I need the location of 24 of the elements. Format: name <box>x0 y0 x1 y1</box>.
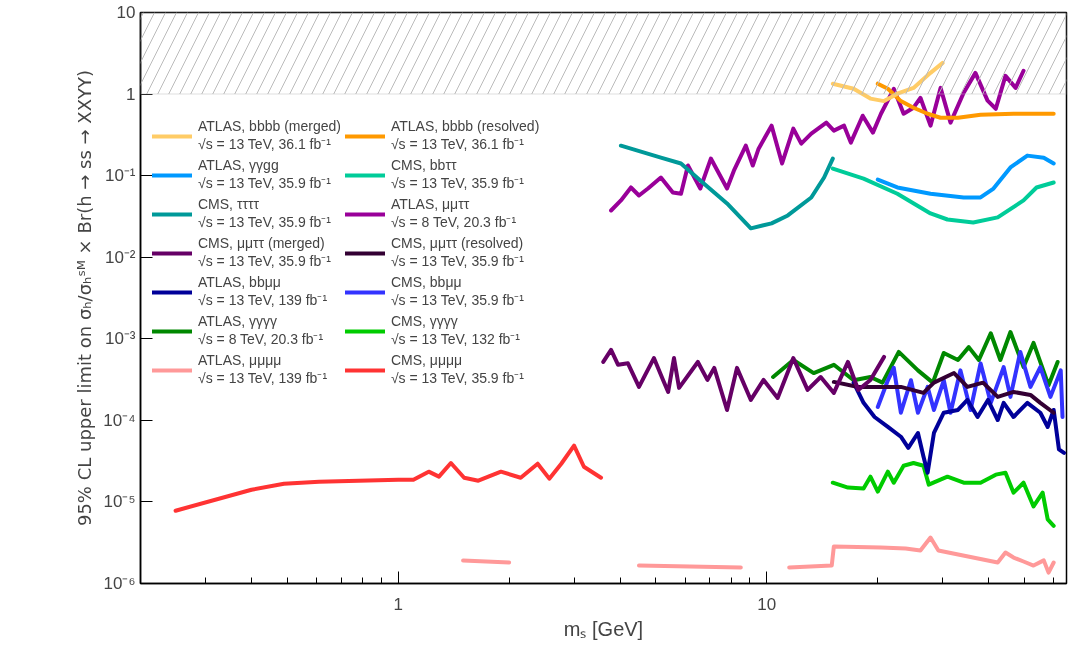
legend-label: ATLAS, μμττ √s = 8 TeV, 20.3 fb⁻¹ <box>390 196 517 231</box>
legend-label: ATLAS, bbbb (merged) √s = 13 TeV, 36.1 fb⁻¹ <box>198 118 341 153</box>
y-tick-label: 10⁻¹ <box>104 166 136 186</box>
legend-label: CMS, ττττ √s = 13 TeV, 35.9 fb⁻¹ <box>198 196 331 231</box>
y-tick-label: 10⁻⁶ <box>103 574 136 593</box>
y-tick-label: 1 <box>126 84 136 104</box>
legend-label: CMS, bbμμ √s = 13 TeV, 35.9 fb⁻¹ <box>390 274 524 309</box>
legend-label: CMS, bbττ √s = 13 TeV, 35.9 fb⁻¹ <box>390 157 524 192</box>
legend-label: ATLAS, μμμμ √s = 13 TeV, 139 fb⁻¹ <box>198 352 328 387</box>
y-tick-label: 10 <box>116 3 136 22</box>
y-axis-title: 95% CL upper limit on σₕ/σₕˢᴹ × Br(h → ss → XXYY) <box>74 69 96 527</box>
legend-label: CMS, μμττ (resolved) √s = 13 TeV, 35.9 fb⁻¹ <box>390 235 524 270</box>
legend-label: ATLAS, γγγγ √s = 8 TeV, 20.3 fb⁻¹ <box>198 313 324 348</box>
y-tick-label: 10⁻⁵ <box>103 492 136 512</box>
legend-label: CMS, γγγγ √s = 13 TeV, 132 fb⁻¹ <box>390 313 520 348</box>
y-tick-label: 10⁻³ <box>104 329 136 349</box>
y-tick-label: 10⁻² <box>104 247 136 267</box>
legend-label: ATLAS, bbμμ √s = 13 TeV, 139 fb⁻¹ <box>198 274 328 309</box>
legend-label: CMS, μμμμ √s = 13 TeV, 35.9 fb⁻¹ <box>390 352 524 387</box>
legend-label: ATLAS, γγgg √s = 13 TeV, 35.9 fb⁻¹ <box>198 157 331 192</box>
legend-label: CMS, μμττ (merged) √s = 13 TeV, 35.9 fb⁻¹ <box>198 235 331 270</box>
x-axis-title: mₛ [GeV] <box>563 617 644 640</box>
y-tick-label: 10⁻⁴ <box>103 410 136 430</box>
legend-label: ATLAS, bbbb (resolved) √s = 13 TeV, 36.1 fb⁻¹ <box>390 118 540 153</box>
